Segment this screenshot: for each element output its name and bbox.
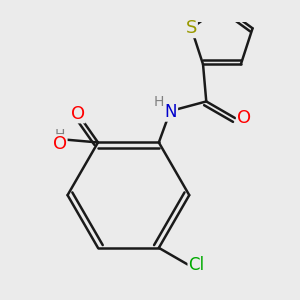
Text: O: O — [71, 104, 85, 122]
Text: O: O — [237, 109, 251, 127]
Text: H: H — [154, 95, 164, 110]
Text: Cl: Cl — [188, 256, 204, 274]
Text: S: S — [186, 19, 197, 37]
Text: H: H — [55, 128, 65, 142]
Text: O: O — [52, 135, 67, 153]
Text: N: N — [165, 103, 177, 121]
